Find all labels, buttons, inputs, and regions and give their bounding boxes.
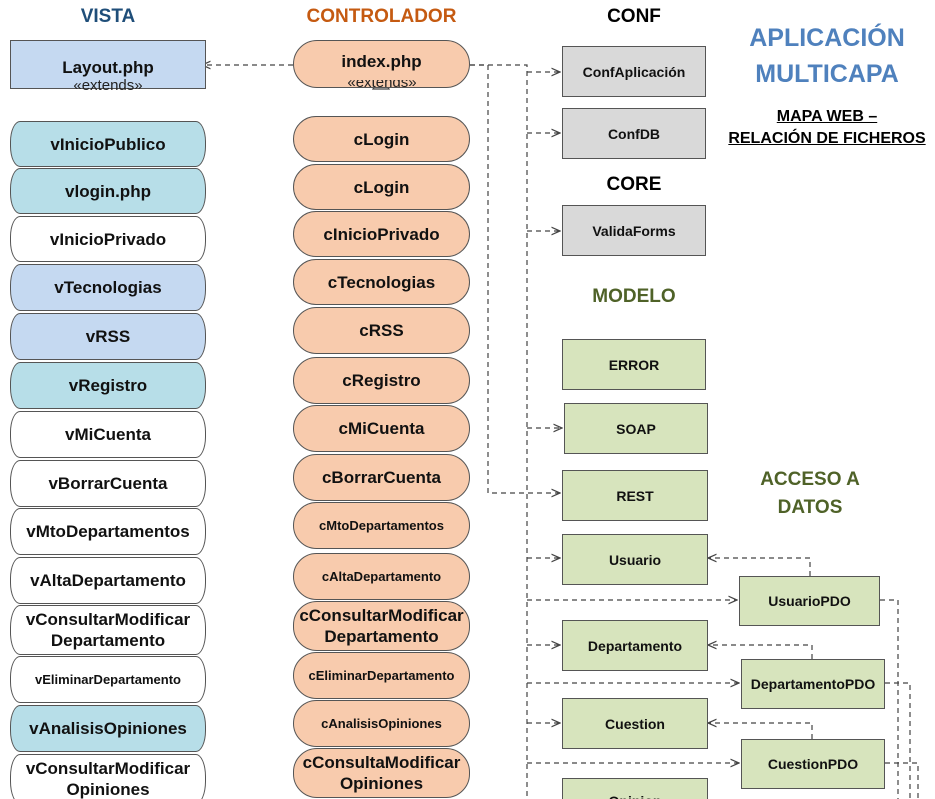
soap-box: SOAP <box>564 403 708 454</box>
header-controlador: CONTROLADOR <box>306 6 457 27</box>
extends-label-vista: «extends» <box>73 77 143 94</box>
controlador-item: cConsultarModificar Departamento <box>293 601 470 651</box>
link-index-rest <box>470 64 560 493</box>
link-departamentopdo-departamento <box>708 645 813 659</box>
header-conf: CONF <box>607 6 661 27</box>
controlador-item: cBorrarCuenta <box>293 454 470 501</box>
vista-item: vAltaDepartamento <box>10 557 206 604</box>
vista-item: vBorrarCuenta <box>10 460 206 507</box>
vista-item: vInicioPublico <box>10 121 206 167</box>
usuariopdo-box: UsuarioPDO <box>739 576 880 626</box>
link-right-3 <box>885 762 919 799</box>
vista-item: vInicioPrivado <box>10 216 206 262</box>
vista-item: vAnalisisOpiniones <box>10 705 206 752</box>
link-index-bus <box>470 64 528 799</box>
layout-box: Layout.php <box>10 40 206 89</box>
usuario-box: Usuario <box>562 534 708 585</box>
controlador-item: cLogin <box>293 164 470 210</box>
controlador-item: cAltaDepartamento <box>293 553 470 600</box>
link-usuariopdo-usuario <box>708 558 811 576</box>
map-subtitle: MAPA WEB – RELACIÓN DE FICHEROS <box>722 106 932 150</box>
index-label: index.php <box>341 51 422 71</box>
controlador-item: cRSS <box>293 307 470 354</box>
controlador-item: cRegistro <box>293 357 470 404</box>
header-modelo: MODELO <box>592 286 676 307</box>
controlador-item: cAnalisisOpiniones <box>293 700 470 747</box>
rest-box: REST <box>562 470 708 521</box>
departamento-box: Departamento <box>562 620 708 671</box>
vista-item: vConsultarModificar Opiniones <box>10 754 206 799</box>
controlador-item: cMiCuenta <box>293 405 470 452</box>
cuestionpdo-box: CuestionPDO <box>741 739 885 789</box>
map-subtitle-line1: MAPA WEB – <box>776 108 878 125</box>
index-box: index.php <box>293 40 470 88</box>
controlador-item: cLogin <box>293 116 470 162</box>
cuestion-box: Cuestion <box>562 698 708 749</box>
controlador-item: cTecnologias <box>293 259 470 305</box>
controlador-item: cEliminarDepartamento <box>293 652 470 699</box>
vista-item: vConsultarModificar Departamento <box>10 605 206 655</box>
header-vista: VISTA <box>80 6 136 27</box>
header-acceso-datos: ACCESO A DATOS <box>760 469 860 518</box>
header-core: CORE <box>606 174 662 195</box>
extends-label-ctrl: «extends» <box>347 80 417 90</box>
link-cuestionpdo-cuestion <box>708 723 813 739</box>
vista-item: vMiCuenta <box>10 411 206 458</box>
layout-label: Layout.php <box>62 58 154 77</box>
departamentopdo-box: DepartamentoPDO <box>741 659 885 709</box>
error-box: ERROR <box>562 339 706 390</box>
vista-item: vlogin.php <box>10 168 206 214</box>
controlador-item: cInicioPrivado <box>293 211 470 257</box>
app-title-line2: MULTICAPA <box>755 60 899 88</box>
vista-item: vMtoDepartamentos <box>10 508 206 555</box>
controlador-item: cMtoDepartamentos <box>293 502 470 549</box>
confdb-box: ConfDB <box>562 108 706 159</box>
vista-item: vTecnologias <box>10 264 206 311</box>
vista-item: vEliminarDepartamento <box>10 656 206 703</box>
opinion-box: Opinion <box>562 778 708 799</box>
confaplicacion-box: ConfAplicación <box>562 46 706 97</box>
vista-item: vRSS <box>10 313 206 360</box>
app-title-line1: APLICACIÓN <box>749 24 905 52</box>
validaforms-box: ValidaForms <box>562 205 706 256</box>
vista-item: vRegistro <box>10 362 206 409</box>
link-right-2 <box>885 682 911 799</box>
map-subtitle-line2: RELACIÓN DE FICHEROS <box>728 130 926 147</box>
controlador-item: cConsultaModificar Opiniones <box>293 748 470 798</box>
app-title: APLICACIÓN MULTICAPA <box>722 20 932 92</box>
